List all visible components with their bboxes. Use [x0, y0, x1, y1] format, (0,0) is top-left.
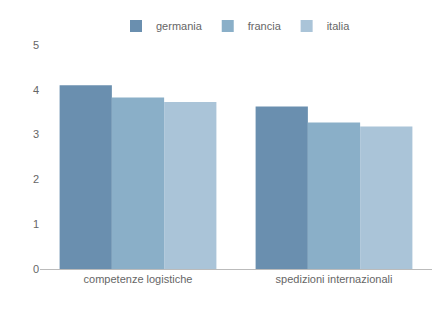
svg-text:5: 5: [33, 39, 39, 51]
svg-text:3: 3: [33, 128, 39, 140]
svg-text:0: 0: [33, 263, 39, 275]
svg-text:2: 2: [33, 173, 39, 185]
svg-text:germania: germania: [156, 20, 203, 32]
svg-text:competenze logistiche: competenze logistiche: [84, 273, 193, 285]
svg-text:1: 1: [33, 218, 39, 230]
svg-text:italia: italia: [327, 20, 351, 32]
svg-text:spedizioni internazionali: spedizioni internazionali: [276, 273, 393, 285]
svg-text:francia: francia: [248, 20, 282, 32]
svg-text:4: 4: [33, 84, 39, 96]
